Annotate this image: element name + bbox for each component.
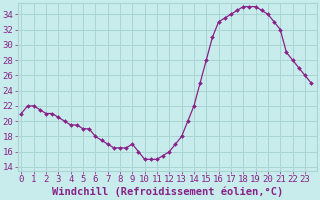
X-axis label: Windchill (Refroidissement éolien,°C): Windchill (Refroidissement éolien,°C) bbox=[52, 187, 283, 197]
